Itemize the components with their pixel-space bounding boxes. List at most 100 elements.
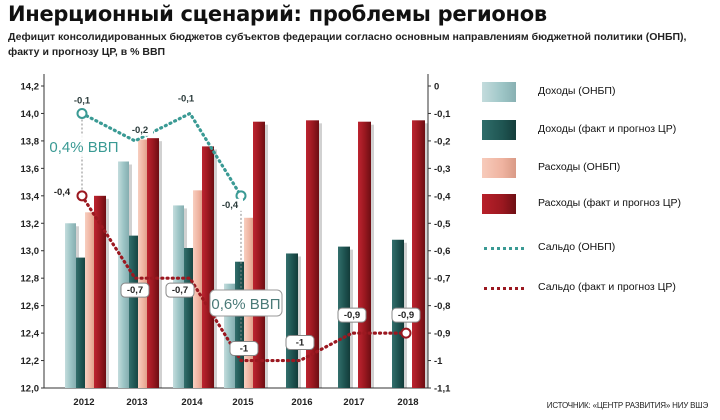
saldo-fact-label: -1 bbox=[240, 344, 249, 355]
left-tick-label: 14,2 bbox=[21, 82, 40, 93]
left-tick-label: 12,4 bbox=[21, 329, 40, 340]
saldo-fact-label-bg bbox=[285, 335, 315, 351]
left-tick-label: 13,6 bbox=[21, 164, 40, 175]
bar-shadow bbox=[298, 256, 301, 388]
saldo-fact-label: -0,7 bbox=[172, 285, 188, 296]
x-tick-label: 2017 bbox=[343, 397, 364, 408]
legend-swatch bbox=[482, 120, 516, 140]
bar-shadow bbox=[319, 123, 322, 389]
right-tick-label: -0,3 bbox=[434, 164, 450, 175]
bar-expense-fact bbox=[202, 146, 214, 388]
bar-income-fact bbox=[184, 247, 195, 388]
bar-expense-fact bbox=[306, 120, 319, 389]
legend-item: Расходы (ОНБП) bbox=[482, 158, 718, 182]
saldo-fact-marker bbox=[76, 190, 88, 202]
bar-expense-fact bbox=[358, 121, 371, 388]
saldo-fact-label-bg bbox=[48, 184, 76, 198]
left-tick-label: 12,8 bbox=[21, 274, 40, 285]
saldo-onbp-label-bg bbox=[173, 92, 199, 105]
left-tick-label: 12,6 bbox=[21, 301, 40, 312]
bar-income-onbp bbox=[224, 283, 235, 388]
fact-gdp-note-bg bbox=[209, 289, 283, 317]
saldo-onbp-label-bg bbox=[69, 94, 95, 107]
saldo-fact-label: -0,9 bbox=[344, 310, 360, 321]
fact-gdp-note: 0,6% ВВП bbox=[211, 296, 280, 313]
saldo-onbp-line bbox=[80, 111, 243, 198]
legend-swatch bbox=[482, 82, 516, 102]
saldo-onbp-label: -0,4 bbox=[222, 200, 239, 211]
legend-label: Расходы (ОНБП) bbox=[538, 161, 621, 173]
bar-expense-fact bbox=[147, 138, 159, 388]
bar-income-fact bbox=[286, 253, 298, 388]
x-tick-label: 2014 bbox=[181, 397, 203, 408]
saldo-onbp-label-bg bbox=[217, 198, 243, 211]
right-tick-label: -0,9 bbox=[434, 329, 450, 340]
bar-shadow bbox=[371, 124, 374, 388]
left-tick-label: 12,2 bbox=[21, 356, 40, 367]
saldo-onbp-label: -0,1 bbox=[74, 95, 91, 106]
chart-subtitle: Дефицит консолидированных бюджетов субъе… bbox=[8, 31, 687, 58]
bar-income-fact bbox=[129, 235, 140, 388]
right-tick-label: -0,8 bbox=[434, 301, 450, 312]
bar-expense-fact bbox=[412, 120, 425, 389]
legend-label: Сальдо (ОНБП) bbox=[538, 241, 616, 253]
x-tick-label: 2015 bbox=[232, 397, 254, 408]
saldo-fact-label-bg bbox=[337, 307, 367, 323]
bar-shadow bbox=[425, 123, 428, 389]
saldo-fact-marker bbox=[400, 327, 412, 339]
left-tick-label: 13,2 bbox=[21, 219, 40, 230]
right-tick-label: -0,7 bbox=[434, 274, 450, 285]
legend-swatch bbox=[482, 194, 516, 214]
legend-line-swatch bbox=[484, 247, 524, 250]
bar-shadow bbox=[265, 124, 268, 388]
left-tick-label: 13,8 bbox=[21, 136, 40, 147]
onbp-gdp-note: 0,4% ВВП bbox=[49, 139, 118, 156]
chart-legend: Доходы (ОНБП) Доходы (факт и прогноз ЦР) Р… bbox=[482, 78, 718, 318]
saldo-fact-label-bg bbox=[391, 307, 421, 323]
legend-item: Расходы (факт и прогноз ЦР) bbox=[482, 194, 718, 218]
bar-expense-fact bbox=[94, 195, 106, 388]
chart-title: Инерционный сценарий: проблемы регионов bbox=[8, 2, 547, 26]
saldo-fact-label-bg bbox=[165, 282, 195, 298]
bar-shadow bbox=[214, 149, 217, 388]
bar-expense-onbp bbox=[138, 139, 149, 388]
right-tick-label: -1,1 bbox=[434, 384, 451, 395]
bar-income-onbp bbox=[118, 161, 129, 388]
saldo-fact-label: -0,4 bbox=[54, 187, 71, 198]
saldo-onbp-label: -0,2 bbox=[132, 125, 148, 136]
right-tick-label: -0,4 bbox=[434, 191, 451, 202]
x-tick-label: 2018 bbox=[397, 397, 418, 408]
source-note: ИСТОЧНИК: «ЦЕНТР РАЗВИТИЯ» НИУ ВШЭ bbox=[546, 401, 708, 410]
left-tick-label: 13,0 bbox=[21, 246, 40, 257]
x-tick-label: 2013 bbox=[126, 397, 147, 408]
bar-expense-onbp bbox=[85, 212, 96, 388]
right-tick-label: -0,5 bbox=[434, 219, 451, 230]
saldo-onbp-marker bbox=[76, 107, 88, 119]
left-tick-label: 14,0 bbox=[21, 109, 40, 120]
saldo-fact-line bbox=[80, 194, 408, 363]
bar-expense-fact bbox=[253, 121, 265, 388]
right-tick-label: -1 bbox=[434, 356, 443, 367]
legend-swatch bbox=[482, 158, 516, 178]
bar-income-onbp bbox=[65, 223, 76, 388]
right-tick-label: -0,2 bbox=[434, 136, 450, 147]
saldo-fact-label-bg bbox=[120, 282, 150, 298]
bar-income-fact bbox=[76, 257, 87, 388]
left-tick-label: 13,4 bbox=[21, 191, 40, 202]
right-tick-label: -0,6 bbox=[434, 246, 450, 257]
legend-line-swatch bbox=[484, 287, 524, 290]
right-tick-label: -0,1 bbox=[434, 109, 451, 120]
onbp-gdp-note-bg bbox=[50, 135, 118, 157]
saldo-fact-label: -1 bbox=[296, 338, 305, 349]
saldo-fact-label: -0,7 bbox=[127, 285, 143, 296]
legend-item: Доходы (ОНБП) bbox=[482, 82, 718, 106]
saldo-fact-label: -0,9 bbox=[398, 310, 414, 321]
legend-item: Сальдо (факт и прогноз ЦР) bbox=[482, 278, 718, 302]
legend-item: Сальдо (ОНБП) bbox=[482, 238, 718, 262]
saldo-onbp-label-bg bbox=[127, 123, 153, 136]
legend-label: Расходы (факт и прогноз ЦР) bbox=[538, 197, 681, 209]
x-tick-label: 2016 bbox=[291, 397, 312, 408]
legend-label: Сальдо (факт и прогноз ЦР) bbox=[538, 281, 676, 293]
x-tick-label: 2012 bbox=[73, 397, 94, 408]
